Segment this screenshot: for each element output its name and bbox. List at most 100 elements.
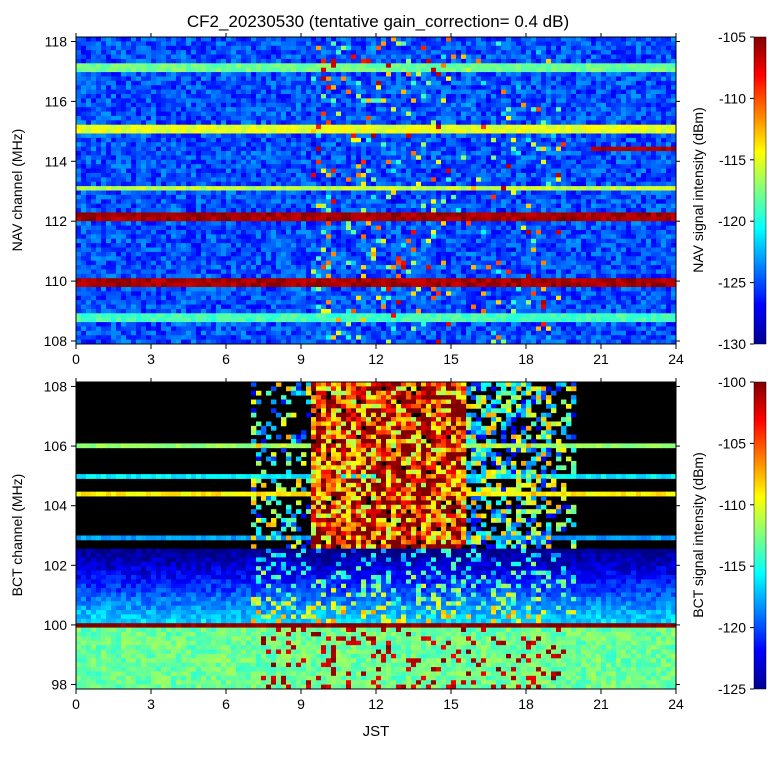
nav-cell [316, 94, 322, 99]
nav-cell [356, 190, 362, 196]
nav-cell [156, 168, 162, 174]
nav-cell [391, 172, 397, 178]
nav-cell [601, 76, 607, 82]
nav-cell [156, 94, 162, 99]
nav-cell [416, 37, 422, 42]
nav-cell [96, 155, 102, 161]
nav-cell [341, 89, 347, 95]
nav-cell [431, 37, 437, 42]
nav-cell [301, 164, 307, 169]
nav-cell [481, 151, 487, 156]
nav-cell [286, 146, 292, 152]
nav-cell [586, 142, 592, 148]
nav-cell [301, 111, 307, 117]
nav-cell [406, 164, 412, 169]
nav-cell [301, 89, 307, 95]
nav-cell [646, 142, 652, 148]
nav-cell [291, 137, 297, 143]
nav-cell [166, 63, 172, 69]
nav-cell [306, 216, 312, 222]
nav-cell [206, 89, 212, 95]
nav-cell [406, 159, 412, 165]
nav-cell [581, 63, 587, 69]
nav-cell [366, 85, 372, 91]
nav-cell [456, 102, 462, 108]
nav-cell [671, 172, 677, 178]
nav-cell [196, 37, 202, 42]
nav-cell [301, 63, 307, 69]
nav-cell [386, 212, 392, 218]
nav-cell [201, 190, 207, 196]
nav-cell [166, 45, 172, 51]
nav-cell [461, 72, 467, 77]
nav-cell [456, 168, 462, 174]
nav-cell [516, 172, 522, 178]
nav-cell [581, 151, 587, 156]
nav-cell [561, 212, 567, 218]
nav-cell [511, 63, 517, 69]
nav-cell [171, 41, 177, 47]
nav-cell [351, 54, 357, 60]
nav-cell [306, 63, 312, 69]
nav-cell [121, 67, 127, 73]
nav-cell [276, 186, 282, 191]
nav-cell [391, 76, 397, 82]
nav-cell [506, 45, 512, 51]
nav-cell [486, 186, 492, 191]
nav-cell [431, 155, 437, 161]
nav-cell [561, 194, 567, 200]
nav-cell [106, 216, 112, 222]
nav-cell [391, 54, 397, 60]
nav-cell [601, 190, 607, 196]
nav-cell [271, 199, 277, 205]
nav-cell [136, 102, 142, 108]
nav-cell [436, 54, 442, 60]
nav-cell [346, 107, 352, 112]
nav-cell [241, 76, 247, 82]
nav-cell [566, 98, 572, 104]
nav-cell [336, 80, 342, 86]
nav-cell [406, 194, 412, 200]
nav-cell [231, 142, 237, 148]
nav-cell [311, 85, 317, 91]
nav-cell [416, 85, 422, 91]
nav-cell [106, 142, 112, 148]
nav-cell [616, 120, 622, 126]
nav-cell [206, 212, 212, 218]
nav-cell [556, 212, 562, 218]
nav-cell [666, 80, 672, 86]
nav-cell [611, 111, 617, 117]
nav-cell [76, 129, 82, 134]
nav-cell [376, 190, 382, 196]
nav-cell [321, 41, 327, 47]
nav-cell [146, 199, 152, 205]
nav-cell [411, 45, 417, 51]
nav-cell [131, 85, 137, 91]
nav-cell [446, 63, 452, 69]
nav-cell [331, 203, 337, 209]
nav-cell [296, 111, 302, 117]
nav-cell [651, 168, 657, 174]
nav-cell [106, 54, 112, 60]
nav-cell [596, 146, 602, 152]
nav-cell [571, 45, 577, 51]
nav-cell [611, 124, 617, 130]
nav-cell [376, 89, 382, 95]
nav-cell [156, 111, 162, 117]
nav-cell [431, 129, 437, 134]
nav-cell [96, 208, 102, 213]
nav-cell [316, 120, 322, 126]
nav-cell [131, 89, 137, 95]
nav-cell [281, 67, 287, 73]
nav-cell [476, 146, 482, 152]
nav-cell [226, 216, 232, 222]
nav-cell [671, 137, 677, 143]
nav-cell [621, 115, 627, 121]
nav-cell [251, 111, 257, 117]
nav-cell [96, 151, 102, 156]
nav-cell [456, 45, 462, 51]
nav-cell [561, 190, 567, 196]
nav-cell [126, 107, 132, 112]
nav-cell [571, 107, 577, 112]
nav-cell [291, 181, 297, 187]
